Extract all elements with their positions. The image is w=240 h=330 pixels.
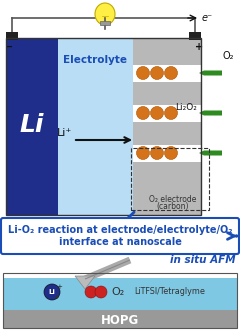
Circle shape <box>55 295 59 299</box>
Circle shape <box>85 286 97 298</box>
Text: +: + <box>56 284 62 290</box>
Polygon shape <box>75 276 95 289</box>
Circle shape <box>150 67 163 80</box>
Ellipse shape <box>95 3 115 25</box>
Text: Li-O₂ reaction at electrode/electrolyte/O₂: Li-O₂ reaction at electrode/electrolyte/… <box>8 225 232 235</box>
Bar <box>131 148 209 210</box>
Bar <box>58 38 133 215</box>
FancyArrowPatch shape <box>55 212 134 239</box>
Bar <box>3 278 237 310</box>
Bar <box>133 82 201 105</box>
Text: (carbon): (carbon) <box>157 203 189 212</box>
Text: −: − <box>5 42 13 52</box>
Circle shape <box>150 107 163 119</box>
Bar <box>189 32 201 40</box>
Text: Li: Li <box>20 113 44 137</box>
Bar <box>100 21 110 25</box>
Text: O₂: O₂ <box>222 51 234 61</box>
Text: Li₂O₂: Li₂O₂ <box>175 104 197 113</box>
Bar <box>133 38 201 65</box>
Text: interface at nanoscale: interface at nanoscale <box>59 237 181 247</box>
Bar <box>3 310 237 328</box>
Circle shape <box>164 107 178 119</box>
Text: LiTFSI/Tetraglyme: LiTFSI/Tetraglyme <box>135 287 205 296</box>
Circle shape <box>164 147 178 159</box>
FancyArrow shape <box>199 111 222 116</box>
FancyArrow shape <box>199 150 222 155</box>
Bar <box>3 273 237 328</box>
Circle shape <box>150 147 163 159</box>
Text: O₂ electrode: O₂ electrode <box>149 195 197 205</box>
Bar <box>6 38 58 215</box>
Text: e⁻: e⁻ <box>202 13 213 23</box>
Text: in situ AFM: in situ AFM <box>170 255 236 265</box>
Bar <box>133 162 201 215</box>
Circle shape <box>137 107 150 119</box>
FancyArrowPatch shape <box>228 233 237 239</box>
Text: +: + <box>195 42 203 52</box>
Bar <box>133 122 201 145</box>
FancyBboxPatch shape <box>1 218 239 254</box>
Circle shape <box>164 67 178 80</box>
Circle shape <box>137 147 150 159</box>
Text: Li⁺: Li⁺ <box>57 128 73 138</box>
Text: Electrolyte: Electrolyte <box>64 55 127 65</box>
Bar <box>6 38 201 215</box>
FancyArrow shape <box>199 71 222 76</box>
Text: O₂: O₂ <box>111 287 124 297</box>
Circle shape <box>44 284 60 300</box>
Circle shape <box>95 286 107 298</box>
Text: Li: Li <box>48 289 55 295</box>
Text: HOPG: HOPG <box>101 314 139 326</box>
Bar <box>6 32 18 40</box>
Circle shape <box>137 67 150 80</box>
